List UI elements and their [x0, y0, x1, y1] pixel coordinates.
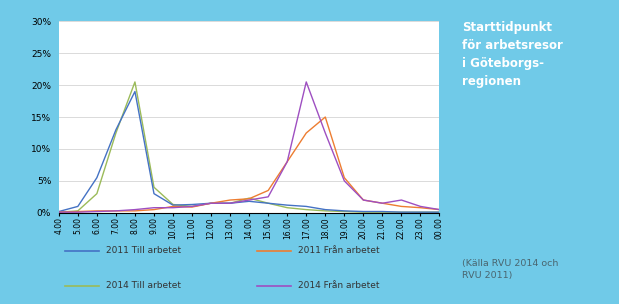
Text: 2011 Till arbetet: 2011 Till arbetet [106, 246, 181, 255]
Text: 2011 Från arbetet: 2011 Från arbetet [298, 246, 380, 255]
Text: (Källa RVU 2014 och
RVU 2011): (Källa RVU 2014 och RVU 2011) [462, 259, 559, 280]
Text: 2014 Till arbetet: 2014 Till arbetet [106, 281, 181, 290]
Text: 2014 Från arbetet: 2014 Från arbetet [298, 281, 380, 290]
Text: Starttidpunkt
för arbetsresor
i Göteborgs-
regionen: Starttidpunkt för arbetsresor i Göteborg… [462, 21, 563, 88]
